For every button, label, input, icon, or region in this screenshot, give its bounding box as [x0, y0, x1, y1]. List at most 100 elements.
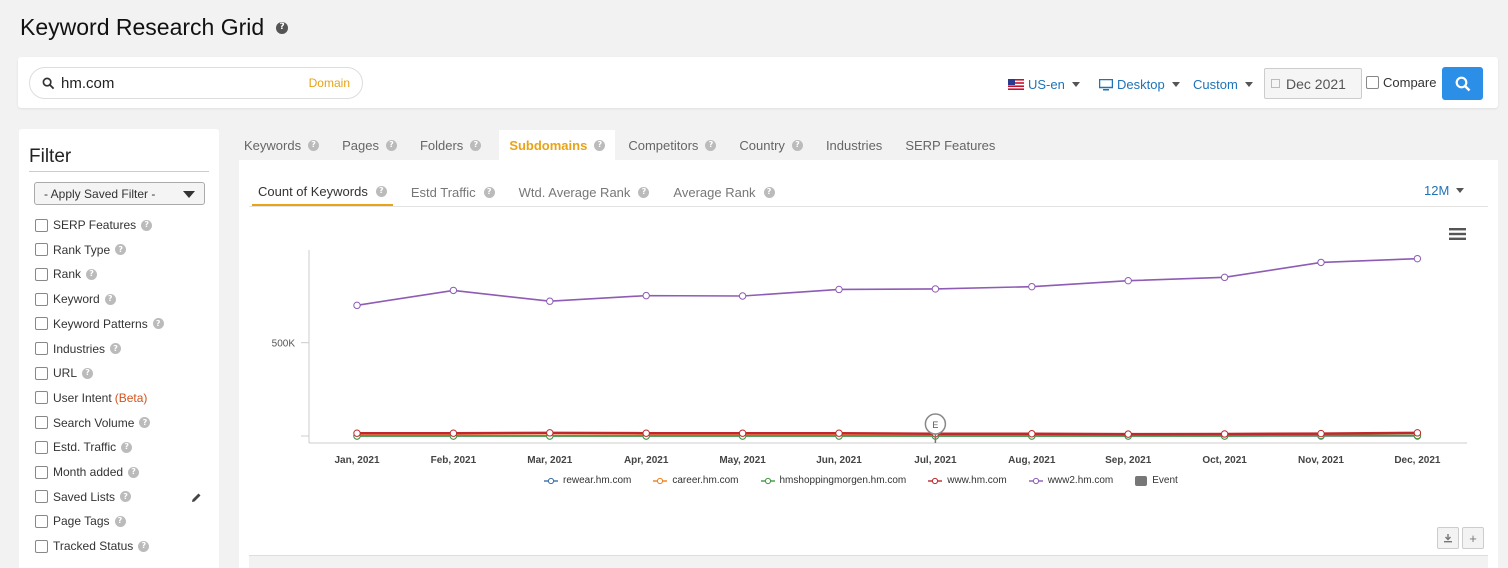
tab-subdomains[interactable]: Subdomains?: [499, 130, 616, 160]
help-icon[interactable]: ?: [110, 343, 122, 354]
legend-item[interactable]: www2.hm.com: [1028, 475, 1114, 486]
legend-label[interactable]: www.hm.com: [947, 475, 1007, 486]
metric-tab[interactable]: Average Rank?: [667, 178, 780, 206]
legend-label[interactable]: www2.hm.com: [1047, 475, 1114, 486]
filter-item-label[interactable]: Keyword: [53, 292, 100, 307]
help-icon[interactable]: ?: [594, 139, 606, 151]
filter-item-label[interactable]: Page Tags: [53, 514, 110, 529]
filter-item[interactable]: Tracked Status?: [35, 539, 150, 553]
help-icon[interactable]: ?: [86, 268, 98, 280]
filter-checkbox[interactable]: [35, 440, 48, 454]
search-value[interactable]: hm.com: [61, 74, 115, 92]
filter-checkbox[interactable]: [35, 465, 48, 479]
filter-item-label[interactable]: Rank Type: [53, 242, 111, 257]
help-icon[interactable]: ?: [104, 293, 116, 305]
filter-checkbox[interactable]: [35, 342, 48, 355]
date-value[interactable]: Dec 2021: [1286, 75, 1346, 92]
filter-item-label[interactable]: Saved Lists: [53, 489, 116, 504]
tab-label[interactable]: Competitors: [628, 137, 699, 153]
help-icon[interactable]: ?: [483, 186, 495, 198]
tab-label[interactable]: Country: [739, 137, 785, 153]
search-type-label[interactable]: Domain: [308, 76, 350, 90]
download-button[interactable]: [1437, 527, 1459, 549]
help-icon[interactable]: ?: [138, 540, 150, 552]
filter-item[interactable]: Keyword Patterns?: [35, 317, 164, 331]
locale-dropdown[interactable]: US-en: [1008, 77, 1080, 92]
help-icon[interactable]: ?: [375, 185, 387, 197]
help-icon[interactable]: ?: [139, 417, 151, 429]
filter-item[interactable]: SERP Features?: [35, 218, 153, 232]
help-icon[interactable]: ?: [128, 466, 140, 478]
filter-checkbox[interactable]: [35, 218, 48, 232]
filter-item[interactable]: Rank Type?: [35, 242, 127, 257]
tab-keywords[interactable]: Keywords?: [239, 130, 329, 160]
filter-item[interactable]: Page Tags?: [35, 514, 126, 528]
tab-competitors[interactable]: Competitors?: [623, 130, 726, 160]
device-dropdown[interactable]: Desktop: [1099, 77, 1180, 92]
metric-tab[interactable]: Estd Traffic?: [405, 178, 501, 206]
filter-item[interactable]: Rank?: [35, 267, 98, 282]
tab-label[interactable]: Subdomains: [509, 137, 588, 153]
metric-tab-label[interactable]: Wtd. Average Rank: [518, 184, 631, 200]
edit-icon[interactable]: [191, 492, 202, 503]
range-mode-dropdown[interactable]: Custom: [1193, 77, 1253, 92]
metric-tab-label[interactable]: Average Rank: [673, 184, 756, 200]
help-icon[interactable]: ?: [82, 367, 94, 379]
filter-checkbox[interactable]: [35, 366, 48, 380]
legend-label[interactable]: rewear.hm.com: [563, 475, 632, 486]
legend-item[interactable]: career.hm.com: [653, 475, 739, 486]
filter-item[interactable]: Estd. Traffic?: [35, 440, 133, 455]
tab-folders[interactable]: Folders?: [415, 130, 491, 160]
filter-checkbox[interactable]: [35, 416, 48, 430]
filter-checkbox[interactable]: [35, 317, 48, 331]
filter-item[interactable]: User Intent (Beta): [35, 391, 147, 405]
help-icon[interactable]: ?: [470, 139, 482, 151]
expand-button[interactable]: +: [1462, 527, 1484, 549]
tab-industries[interactable]: Industries: [821, 130, 892, 160]
filter-item[interactable]: Saved Lists?: [35, 489, 132, 504]
tab-label[interactable]: Keywords: [244, 137, 302, 153]
legend-label[interactable]: Event: [1152, 475, 1178, 486]
domain-search-input[interactable]: hm.com Domain: [29, 67, 363, 99]
filter-item-label[interactable]: Estd. Traffic: [53, 440, 117, 455]
legend-item[interactable]: hmshoppingmorgen.hm.com: [760, 475, 907, 486]
legend-item[interactable]: rewear.hm.com: [544, 475, 631, 486]
saved-filter-select[interactable]: - Apply Saved Filter -: [34, 182, 205, 205]
help-icon[interactable]: ?: [791, 139, 803, 151]
tab-pages[interactable]: Pages?: [337, 130, 407, 160]
help-icon[interactable]: ?: [638, 186, 650, 198]
locale-label[interactable]: US-en: [1028, 77, 1065, 92]
filter-checkbox[interactable]: [35, 490, 48, 504]
legend-item-event[interactable]: Event: [1135, 475, 1178, 486]
filter-checkbox[interactable]: [35, 267, 48, 281]
legend-label[interactable]: career.hm.com: [672, 475, 739, 486]
filter-item-label[interactable]: Rank: [53, 267, 82, 282]
help-icon[interactable]: ?: [120, 491, 132, 503]
tab-country[interactable]: Country?: [734, 130, 813, 160]
tab-label[interactable]: Pages: [342, 137, 379, 153]
help-icon[interactable]: ?: [121, 441, 133, 453]
legend-label[interactable]: hmshoppingmorgen.hm.com: [779, 475, 907, 486]
compare-label[interactable]: Compare: [1383, 75, 1437, 90]
help-icon[interactable]: ?: [763, 186, 775, 198]
device-label[interactable]: Desktop: [1117, 77, 1165, 92]
filter-item-label[interactable]: Industries: [53, 341, 106, 356]
filter-item[interactable]: Month added?: [35, 465, 140, 479]
legend-item[interactable]: www.hm.com: [928, 475, 1007, 486]
help-icon[interactable]: ?: [385, 139, 397, 151]
compare-toggle[interactable]: Compare: [1366, 75, 1436, 90]
filter-item-label[interactable]: SERP Features: [53, 218, 137, 232]
help-icon[interactable]: ?: [114, 515, 126, 527]
saved-filter-label[interactable]: - Apply Saved Filter -: [44, 186, 156, 201]
filter-item[interactable]: URL?: [35, 366, 94, 380]
filter-checkbox[interactable]: [35, 391, 48, 405]
filter-item-label[interactable]: Month added: [53, 465, 124, 479]
period-label[interactable]: 12M: [1424, 183, 1450, 198]
filter-checkbox[interactable]: [35, 539, 48, 553]
help-icon[interactable]: ?: [152, 318, 164, 330]
help-icon[interactable]: ?: [141, 219, 153, 231]
metric-tab[interactable]: Wtd. Average Rank?: [513, 178, 656, 206]
help-icon[interactable]: ?: [115, 244, 127, 256]
metric-tab-label[interactable]: Count of Keywords: [258, 183, 368, 199]
tab-label[interactable]: SERP Features: [905, 137, 996, 153]
